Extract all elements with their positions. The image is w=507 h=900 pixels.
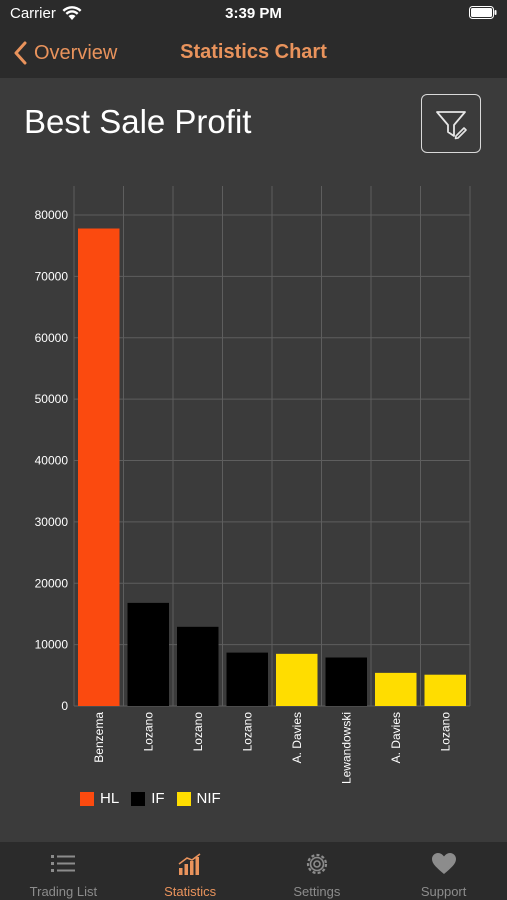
back-button[interactable]: Overview (14, 38, 117, 68)
chart-legend: HL IF NIF (80, 790, 233, 807)
chevron-left-icon (14, 41, 27, 65)
bar[interactable] (424, 674, 467, 706)
chart-title: Best Sale Profit (24, 103, 252, 140)
battery-icon (469, 6, 497, 19)
tab-bar: Trading List Statistics Settings (0, 842, 507, 900)
x-tick-label: A. Davies (290, 712, 304, 763)
heart-icon (431, 853, 456, 874)
tab-label-settings: Settings (293, 884, 341, 899)
gear-icon (306, 853, 327, 875)
y-tick-label: 20000 (35, 576, 69, 590)
bar[interactable] (127, 602, 170, 706)
legend-label-hl: HL (100, 790, 120, 807)
bar-chart: 0 10000 20000 30000 40000 50000 60000 70000 8000… (35, 186, 471, 784)
list-icon (51, 855, 76, 872)
bar-chart-icon (178, 853, 201, 875)
bar[interactable] (226, 652, 269, 706)
legend-label-if: IF (151, 790, 165, 807)
tab-label-statistics: Statistics (164, 884, 217, 899)
x-tick-label: Lozano (191, 712, 205, 752)
x-tick-label: Lozano (141, 712, 155, 752)
legend-label-nif: NIF (196, 790, 221, 807)
carrier-label: Carrier (10, 5, 56, 22)
wifi-icon (62, 6, 82, 20)
legend-swatch-if (131, 791, 146, 806)
bar[interactable] (325, 657, 368, 706)
tab-statistics[interactable]: Statistics (127, 842, 254, 900)
x-tick-label: Lozano (438, 712, 452, 752)
status-time: 3:39 PM (225, 5, 282, 22)
bar[interactable] (276, 653, 318, 706)
back-label: Overview (34, 41, 118, 64)
x-tick-label: Benzema (92, 712, 106, 763)
tab-label-support: Support (420, 884, 467, 899)
x-tick-label: Lewandowski (339, 712, 353, 784)
y-tick-label: 50000 (35, 392, 69, 406)
legend-swatch-hl (80, 791, 94, 806)
y-tick-label: 0 (61, 699, 68, 713)
legend-item-if: IF (131, 790, 165, 807)
top-bar: Carrier 3:39 PM Overview Statistics Char… (0, 0, 507, 78)
tab-trading-list[interactable]: Trading List (0, 842, 127, 900)
tab-settings[interactable]: Settings (254, 842, 381, 900)
legend-item-nif: NIF (176, 790, 221, 807)
bar[interactable] (177, 626, 219, 706)
bar[interactable] (375, 672, 417, 706)
legend-swatch-nif (176, 791, 191, 806)
y-tick-label: 40000 (35, 454, 69, 468)
nav-title: Statistics Chart (180, 41, 327, 63)
x-tick-label: Lozano (240, 712, 254, 752)
x-tick-label: A. Davies (389, 712, 403, 763)
filter-button[interactable] (421, 94, 481, 153)
y-tick-label: 30000 (35, 515, 69, 529)
tab-support[interactable]: Support (380, 842, 507, 900)
y-tick-label: 80000 (35, 208, 69, 222)
y-tick-label: 60000 (35, 331, 69, 345)
filter-icon (436, 110, 467, 139)
legend-item-hl: HL (80, 790, 119, 807)
bar[interactable] (78, 228, 120, 706)
tab-label-trading-list: Trading List (29, 884, 98, 899)
y-tick-label: 70000 (35, 269, 69, 283)
y-tick-label: 10000 (35, 638, 69, 652)
status-bar: Carrier 3:39 PM (0, 0, 507, 28)
